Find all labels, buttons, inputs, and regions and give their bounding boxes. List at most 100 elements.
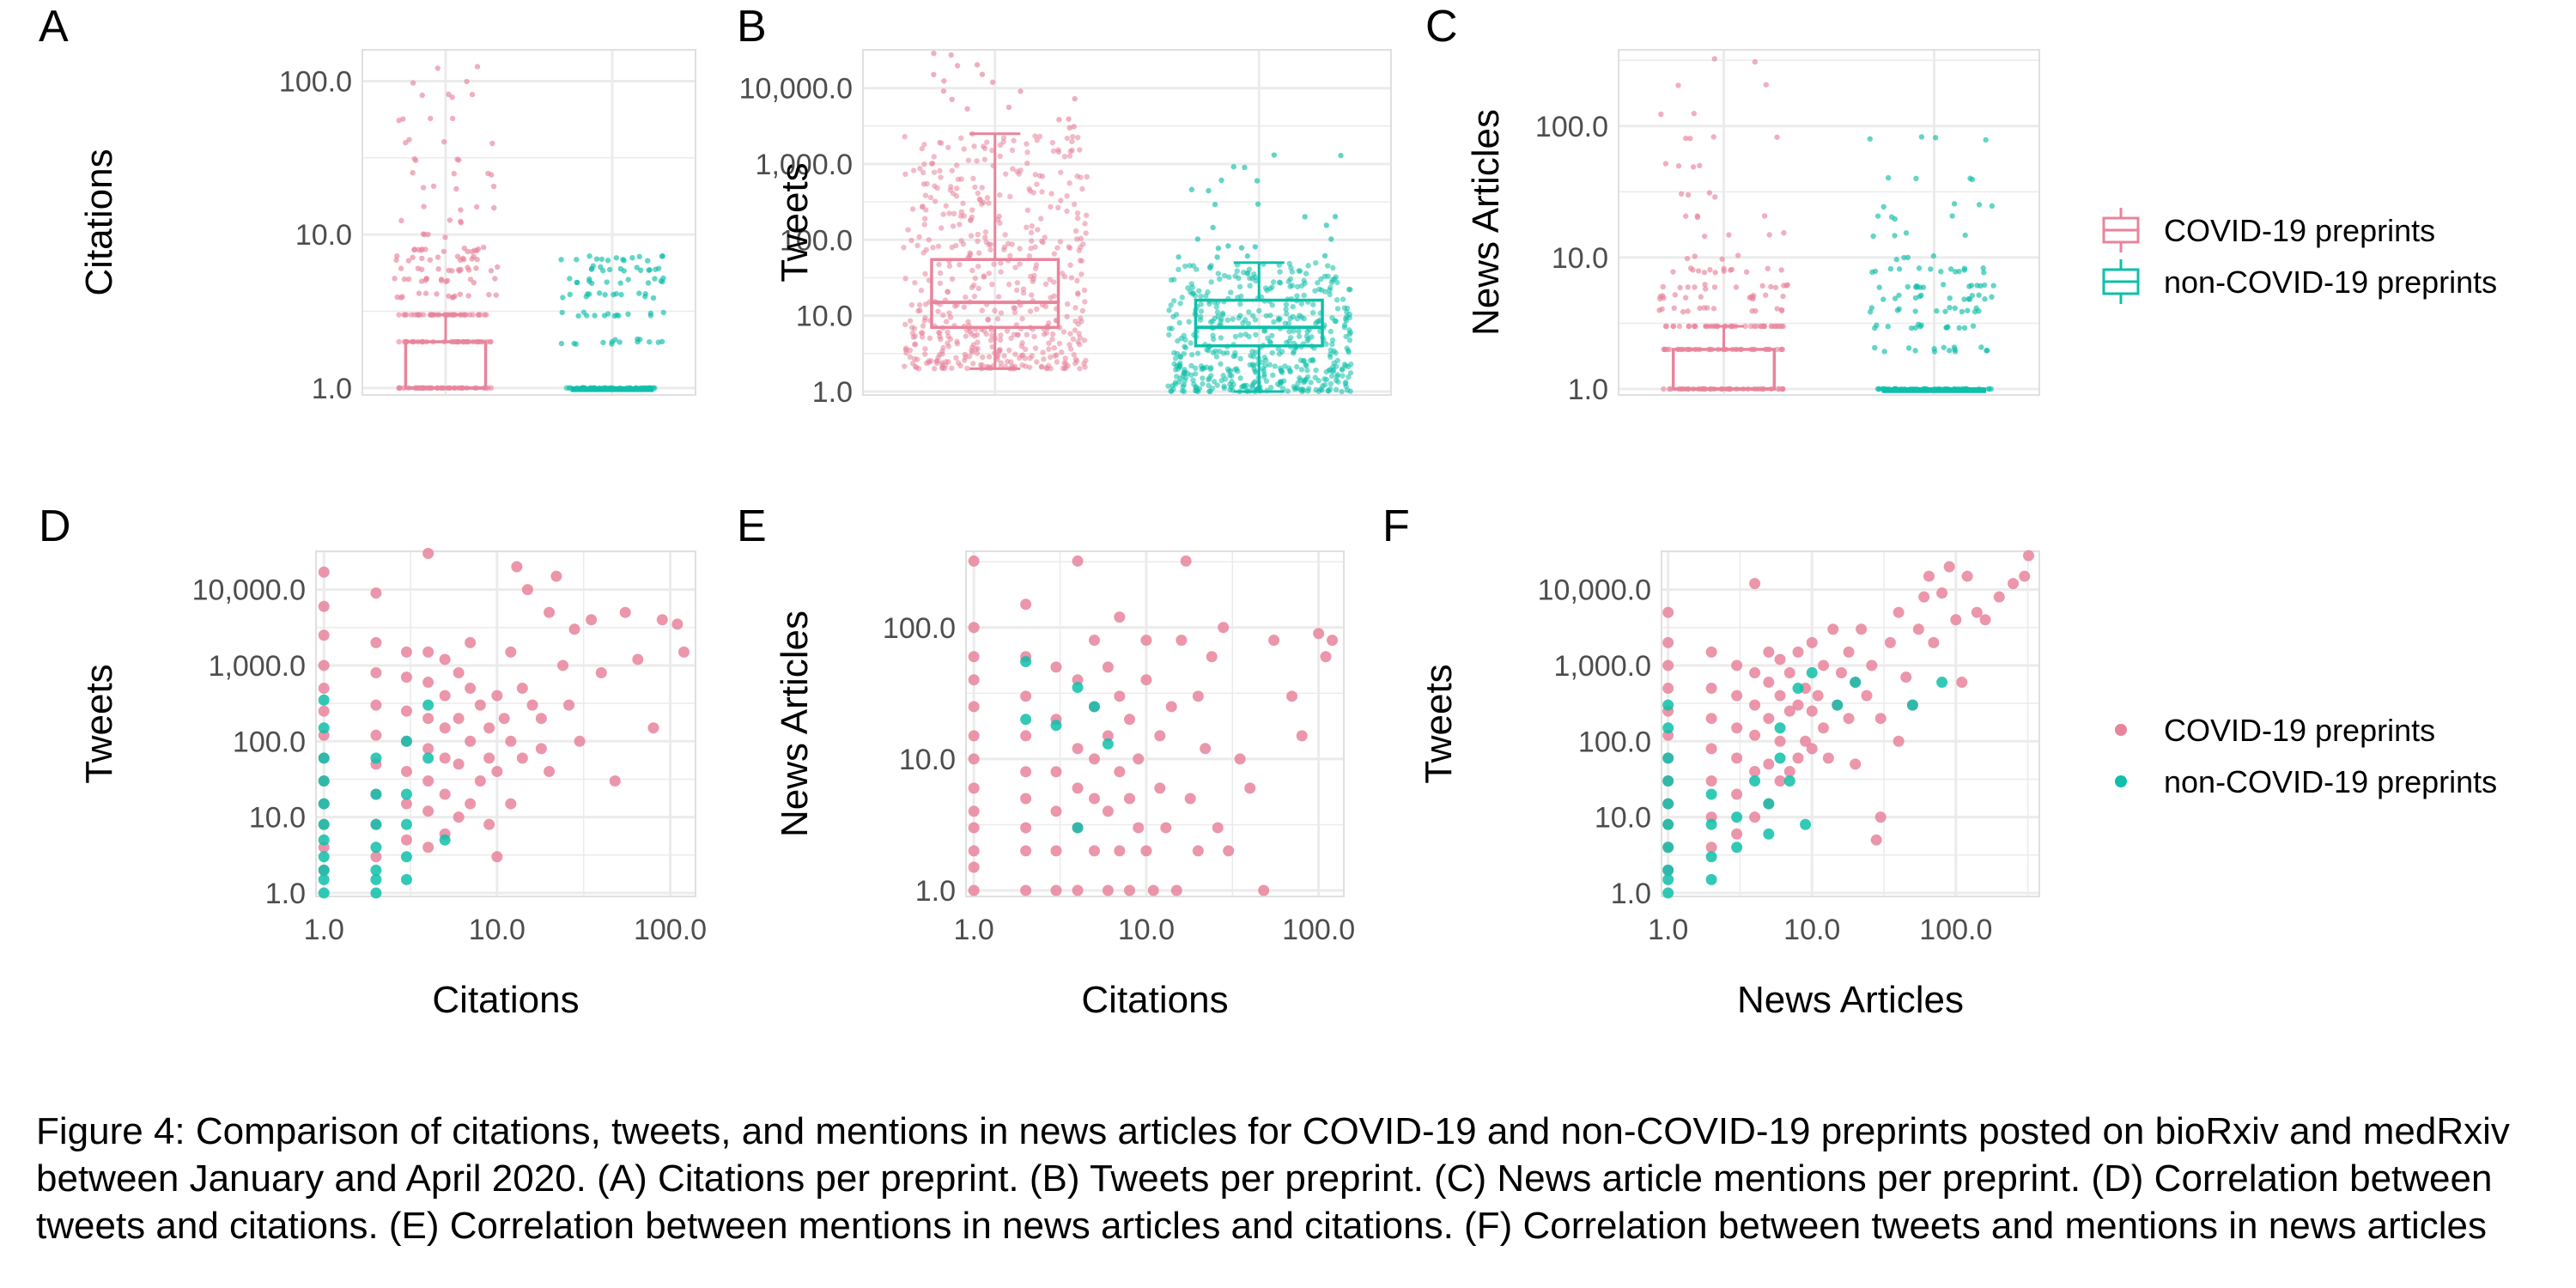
jitter-point [1301, 315, 1307, 322]
jitter-point [396, 312, 402, 318]
jitter-point [1028, 229, 1035, 236]
data-point [1154, 730, 1166, 742]
jitter-point [1313, 386, 1319, 393]
panel-d: D 1.0 10.0 100.0 1,000.0 10,000.0 Tweets 1.0 10.… [39, 501, 707, 1021]
data-point [370, 587, 382, 599]
data-point [370, 873, 382, 885]
jitter-point [1267, 313, 1273, 319]
x-tick-label: 1.0 [1648, 914, 1688, 946]
outlier-point [1728, 266, 1735, 273]
jitter-point [946, 310, 952, 316]
jitter-point [1039, 238, 1045, 245]
data-point [1806, 636, 1818, 648]
panel-border [1661, 550, 2040, 897]
jitter-point [1072, 228, 1079, 234]
outlier-point [559, 309, 565, 316]
jitter-point [1182, 343, 1188, 349]
data-point [422, 743, 434, 755]
outlier-point [1914, 284, 1921, 290]
outlier-point [411, 246, 417, 253]
outlier-point [1230, 164, 1236, 170]
outlier-point [1332, 214, 1339, 220]
outlier-point [1983, 137, 1989, 143]
data-point [370, 752, 382, 764]
jitter-point [1662, 346, 1668, 353]
jitter-point [947, 314, 954, 320]
outlier-point [1947, 305, 1953, 311]
jitter-point [1032, 345, 1039, 351]
jitter-point [1261, 328, 1267, 334]
outlier-point [1692, 253, 1698, 259]
data-point [318, 887, 330, 899]
jitter-point [1333, 386, 1340, 392]
jitter-point [935, 308, 941, 314]
jitter-point [1321, 381, 1328, 388]
jitter-point [936, 261, 942, 268]
outlier-point [1215, 245, 1222, 252]
jitter-point [1027, 308, 1034, 314]
outlier-point [1918, 292, 1924, 299]
jitter-point [1004, 328, 1011, 334]
jitter-point [1269, 302, 1275, 308]
outlier-point [1947, 266, 1954, 272]
outlier-point [1252, 244, 1259, 250]
outlier-point [1990, 283, 1996, 289]
jitter-point [1213, 304, 1219, 310]
jitter-point [1171, 361, 1177, 367]
outlier-point [465, 267, 472, 273]
jitter-point [1346, 349, 1352, 355]
data-point [1918, 591, 1930, 603]
data-point [1912, 623, 1924, 635]
outlier-point [438, 276, 445, 283]
jitter-point [981, 234, 988, 240]
jitter-point [1341, 322, 1348, 328]
data-point [1783, 765, 1795, 777]
outlier-point [1702, 286, 1709, 292]
jitter-point [1057, 239, 1064, 245]
data-point [1705, 743, 1717, 755]
outlier-point [964, 106, 970, 112]
jitter-point [1175, 366, 1182, 372]
outlier-point [1905, 345, 1912, 351]
jitter-point [1301, 292, 1307, 299]
jitter-point [969, 348, 975, 354]
outlier-point [1989, 294, 1995, 301]
data-point [422, 646, 434, 658]
jitter-point [1182, 367, 1188, 373]
data-point [1072, 782, 1084, 794]
jitter-point [950, 191, 957, 197]
data-point [400, 873, 412, 885]
outlier-point [588, 266, 595, 272]
data-point [1861, 690, 1873, 702]
data-point [1763, 677, 1775, 689]
jitter-point [402, 312, 408, 318]
jitter-point [1074, 215, 1081, 222]
jitter-point [1031, 333, 1037, 340]
outlier-point [1783, 283, 1789, 289]
outlier-point [1711, 56, 1717, 62]
data-point [1749, 578, 1761, 590]
jitter-point [1191, 381, 1197, 387]
jitter-point [1077, 244, 1084, 251]
data-point [1050, 884, 1062, 896]
outlier-point [469, 91, 476, 98]
jitter-point [1251, 366, 1257, 372]
data-point [968, 845, 980, 857]
jitter-point [975, 285, 981, 292]
jitter-point [1024, 160, 1030, 167]
outlier-point [1684, 255, 1691, 262]
jitter-point [1024, 141, 1030, 147]
jitter-point [1237, 332, 1244, 338]
jitter-point [921, 161, 927, 167]
jitter-point [1226, 274, 1232, 280]
jitter-point [1347, 330, 1354, 336]
grid [863, 49, 1391, 395]
outlier-point [428, 115, 434, 122]
outlier-point [1912, 295, 1919, 301]
outlier-point [1944, 325, 1950, 331]
jitter-point [1039, 189, 1045, 195]
outlier-point [1941, 344, 1947, 350]
jitter-point [1217, 349, 1223, 355]
y-tick-label: 1.0 [312, 373, 352, 405]
jitter-point [1313, 367, 1319, 374]
